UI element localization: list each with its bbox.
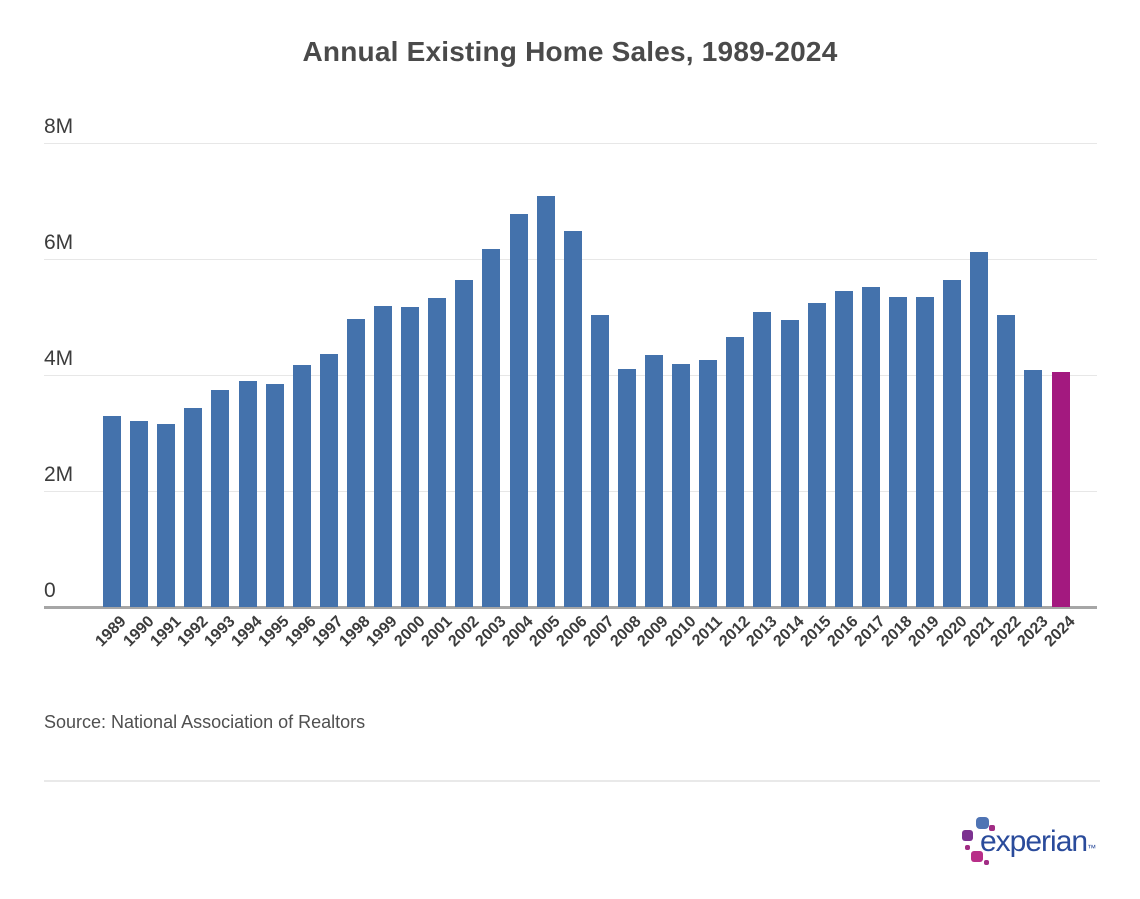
gridline-8M — [44, 143, 1097, 144]
bar-2023 — [1024, 369, 1043, 607]
experian-logo-dot-icon — [962, 830, 973, 841]
bar-2022 — [997, 315, 1016, 607]
bar-2000 — [401, 307, 420, 607]
bar-1998 — [346, 318, 365, 607]
bar-2003 — [482, 248, 501, 607]
bar-2016 — [834, 290, 853, 607]
bar-1991 — [157, 424, 176, 607]
bar-2011 — [699, 359, 718, 607]
experian-logo-dot-icon — [971, 851, 983, 862]
y-axis-label-4M: 4M — [44, 347, 74, 370]
bar-1999 — [374, 305, 392, 607]
bar-2005 — [536, 196, 555, 607]
experian-logo-dot-icon — [965, 845, 970, 850]
chart-title: Annual Existing Home Sales, 1989-2024 — [302, 36, 838, 67]
bar-2015 — [807, 302, 826, 607]
x-axis-label-2024: 2024 — [1041, 613, 1079, 651]
bar-2019 — [916, 297, 934, 607]
bar-2020 — [943, 279, 962, 607]
bar-2007 — [590, 315, 609, 607]
bar-2024 — [1051, 371, 1070, 607]
bar-2010 — [672, 363, 691, 607]
x-axis-line — [44, 606, 1097, 609]
y-axis-label-2M: 2M — [44, 463, 74, 486]
bar-2004 — [509, 213, 528, 607]
bar-2009 — [645, 355, 663, 607]
bar-2018 — [888, 297, 907, 607]
bar-1992 — [184, 408, 203, 607]
bar-2021 — [970, 252, 989, 607]
experian-logo-dot-icon — [976, 817, 989, 829]
experian-logo-dot-icon — [989, 825, 995, 831]
bar-2002 — [455, 280, 474, 607]
trademark-symbol: ™ — [1087, 843, 1097, 853]
bar-1993 — [211, 390, 230, 607]
y-axis-label-6M: 6M — [44, 231, 74, 254]
experian-wordmark: experian™ — [980, 825, 1097, 858]
bar-1995 — [265, 383, 284, 607]
bar-2006 — [563, 231, 582, 607]
bar-2012 — [726, 336, 745, 607]
y-axis-label-0: 0 — [44, 579, 56, 602]
divider-line — [44, 780, 1100, 782]
bar-1994 — [238, 381, 257, 607]
bar-2001 — [428, 297, 447, 607]
bar-2017 — [861, 287, 880, 607]
bar-2008 — [617, 368, 636, 607]
bar-2013 — [753, 311, 772, 607]
bar-1996 — [292, 365, 311, 607]
bar-1997 — [319, 353, 338, 607]
experian-logo-dot-icon — [984, 860, 989, 865]
bar-1989 — [103, 416, 121, 607]
experian-logo: experian™ — [956, 812, 1106, 872]
bar-1990 — [130, 420, 149, 607]
bar-2014 — [780, 320, 799, 607]
source-note: Source: National Association of Realtors — [44, 712, 366, 732]
y-axis-label-8M: 8M — [44, 115, 74, 138]
